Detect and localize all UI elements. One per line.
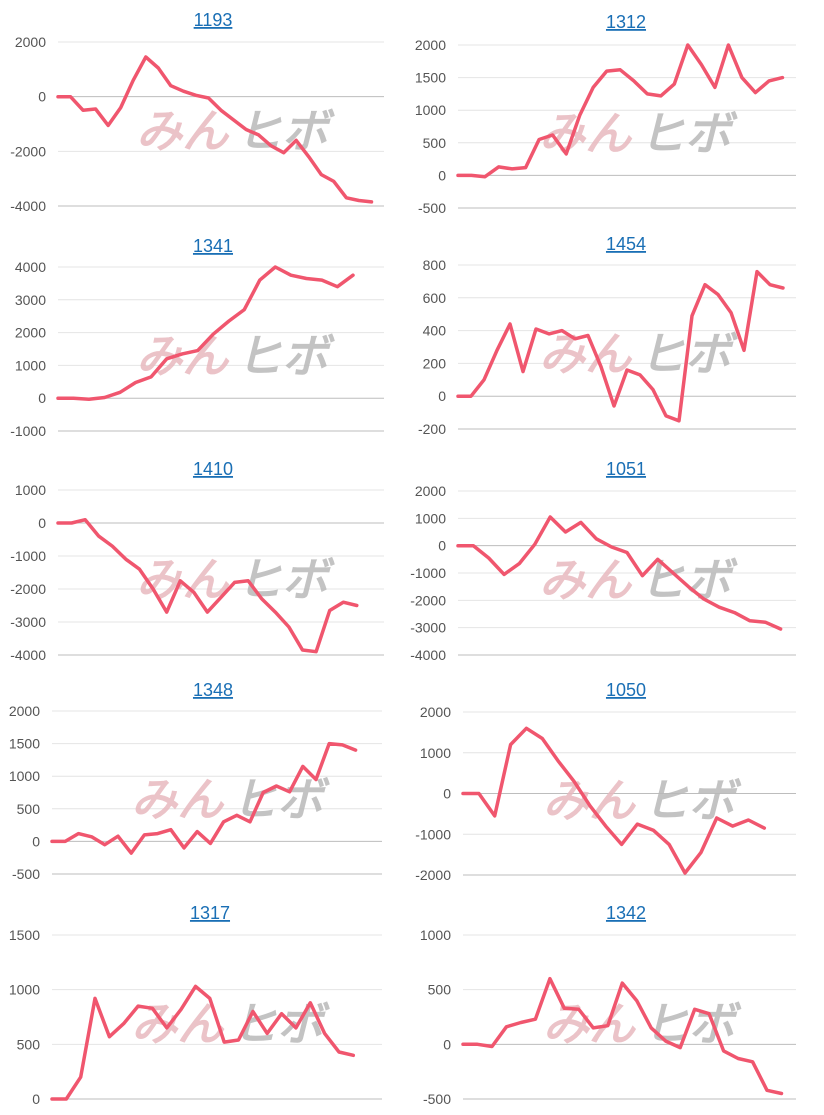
y-tick-label: 0 xyxy=(38,515,46,531)
y-tick-label: 1000 xyxy=(15,357,46,373)
chart-title-link[interactable]: 1312 xyxy=(606,12,646,32)
y-tick-label: 3000 xyxy=(15,292,46,308)
watermark-logo: ヒボ xyxy=(643,997,742,1051)
y-tick-label: -1000 xyxy=(10,548,46,564)
y-tick-label: 0 xyxy=(438,388,446,404)
watermark-logo: みん xyxy=(136,552,230,606)
y-tick-label: 1500 xyxy=(415,70,446,86)
watermark-logo: みん xyxy=(136,329,230,383)
y-tick-label: 0 xyxy=(438,167,446,183)
chart-1348: 1348 2000 1500 1000 500 0 -500 みん ヒボ xyxy=(9,680,382,882)
y-tick-label: -200 xyxy=(418,421,446,437)
y-tick-label: -3000 xyxy=(410,620,446,636)
y-tick-label: -1000 xyxy=(410,565,446,581)
series-line xyxy=(56,517,359,654)
y-tick-label: 500 xyxy=(17,1036,41,1052)
y-tick-label: 400 xyxy=(423,323,447,339)
watermark-logo: みん xyxy=(539,553,633,607)
y-tick-label: 2000 xyxy=(15,34,46,50)
y-tick-label: 1000 xyxy=(420,745,451,761)
y-tick-label: 200 xyxy=(423,355,447,371)
y-tick-label: 500 xyxy=(17,801,41,817)
y-tick-label: 600 xyxy=(423,290,447,306)
y-tick-label: 1000 xyxy=(415,102,446,118)
chart-title-link[interactable]: 1193 xyxy=(194,10,233,30)
y-tick-label: -2000 xyxy=(10,143,46,159)
series-line xyxy=(456,269,785,423)
chart-title-link[interactable]: 1342 xyxy=(606,903,646,923)
series-line xyxy=(56,265,355,401)
watermark-logo: みん xyxy=(136,104,230,158)
y-tick-label: 2000 xyxy=(415,37,446,53)
watermark-logo: みん xyxy=(539,106,633,160)
y-tick-label: -2000 xyxy=(410,592,446,608)
series-line xyxy=(50,741,358,855)
chart-title-link[interactable]: 1317 xyxy=(190,903,230,923)
y-tick-label: 1000 xyxy=(420,927,451,943)
series-line xyxy=(461,726,767,875)
y-tick-label: -4000 xyxy=(10,647,46,663)
y-tick-label: 2000 xyxy=(415,483,446,499)
y-tick-label: -1000 xyxy=(10,423,46,439)
series-line xyxy=(461,976,784,1096)
y-tick-label: 0 xyxy=(32,833,40,849)
y-tick-label: -2000 xyxy=(415,867,451,883)
y-tick-label: 800 xyxy=(423,257,447,273)
y-tick-label: -3000 xyxy=(10,614,46,630)
chart-title-link[interactable]: 1454 xyxy=(606,234,646,254)
chart-1050: 1050 2000 1000 0 -1000 -2000 みん ヒボ xyxy=(415,680,796,883)
y-tick-label: 0 xyxy=(38,89,46,105)
chart-title-link[interactable]: 1410 xyxy=(193,459,233,479)
y-tick-label: 0 xyxy=(438,538,446,554)
chart-title-link[interactable]: 1348 xyxy=(193,680,233,700)
y-tick-label: 0 xyxy=(38,390,46,406)
y-tick-label: 1000 xyxy=(9,768,40,784)
y-tick-label: 1500 xyxy=(9,927,40,943)
y-tick-label: 2000 xyxy=(420,704,451,720)
series-line xyxy=(50,984,356,1101)
chart-1312: 1312 2000 1500 1000 500 0 -500 みん ヒボ xyxy=(415,12,796,216)
watermark-logo: ヒボ xyxy=(236,552,335,606)
chart-1341: 1341 4000 3000 2000 1000 0 -1000 みん ヒボ xyxy=(10,236,384,439)
y-tick-label: 0 xyxy=(443,1036,451,1052)
watermark-logo: ヒボ xyxy=(231,772,330,826)
watermark-logo: ヒボ xyxy=(639,106,738,160)
y-tick-label: 500 xyxy=(423,135,447,151)
y-tick-label: 500 xyxy=(428,982,452,998)
y-tick-label: -1000 xyxy=(415,826,451,842)
series-line xyxy=(456,515,783,631)
y-tick-label: -4000 xyxy=(410,647,446,663)
y-tick-label: 1000 xyxy=(15,482,46,498)
y-tick-label: 1000 xyxy=(9,982,40,998)
y-tick-label: 2000 xyxy=(9,703,40,719)
series-line xyxy=(56,55,374,204)
series-line xyxy=(456,43,785,179)
chart-title-link[interactable]: 1051 xyxy=(606,459,646,479)
y-tick-label: -4000 xyxy=(10,198,46,214)
y-tick-label: 1500 xyxy=(9,736,40,752)
y-tick-label: -2000 xyxy=(10,581,46,597)
watermark-logo: ヒボ xyxy=(236,329,335,383)
y-tick-label: 0 xyxy=(443,786,451,802)
y-tick-label: -500 xyxy=(423,1091,451,1107)
chart-title-link[interactable]: 1341 xyxy=(193,236,233,256)
chart-1410: 1410 1000 0 -1000 -2000 -3000 -4000 みん ヒボ xyxy=(10,459,384,663)
y-tick-label: -500 xyxy=(418,200,446,216)
watermark-logo: みん xyxy=(543,773,637,827)
y-tick-label: -500 xyxy=(12,866,40,882)
watermark-logo: ヒボ xyxy=(643,773,742,827)
chart-title-link[interactable]: 1050 xyxy=(606,680,646,700)
y-tick-label: 2000 xyxy=(15,325,46,341)
y-tick-label: 4000 xyxy=(15,259,46,275)
y-tick-label: 0 xyxy=(32,1091,40,1107)
y-tick-label: 1000 xyxy=(415,510,446,526)
watermark-logo: みん xyxy=(131,772,225,826)
